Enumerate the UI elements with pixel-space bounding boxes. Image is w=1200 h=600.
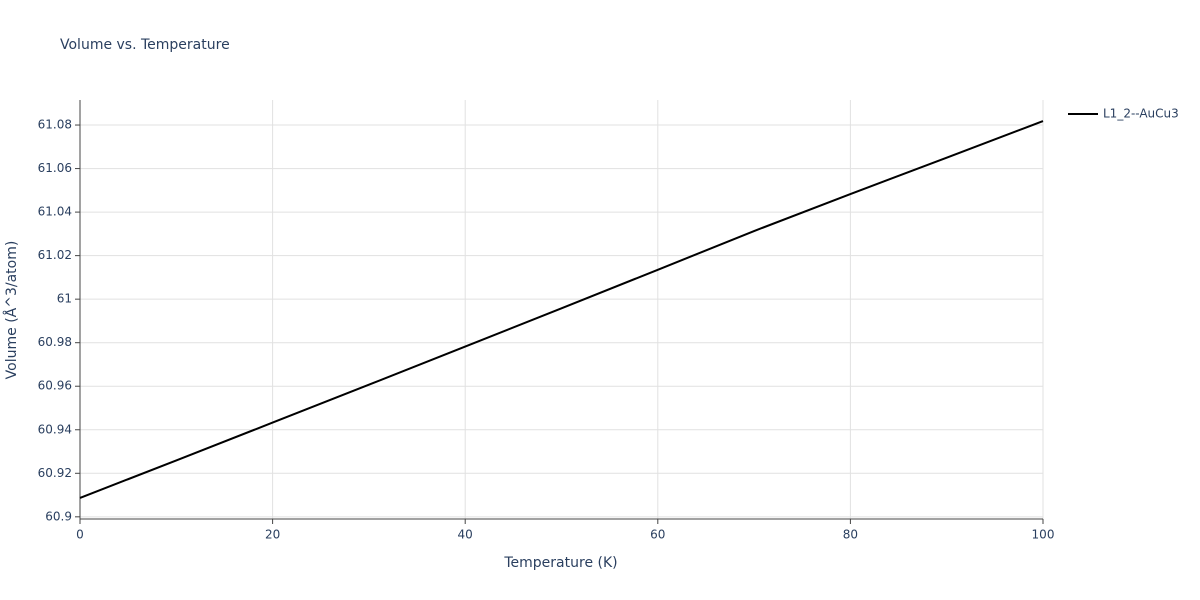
- y-tick-label: 60.92: [38, 466, 72, 480]
- x-tick-label: 40: [458, 528, 473, 542]
- y-tick-label: 61.06: [38, 161, 72, 175]
- x-tick-label: 80: [843, 528, 858, 542]
- legend-label: L1_2--AuCu3: [1103, 107, 1179, 121]
- y-tick-label: 60.98: [38, 335, 72, 349]
- x-tick-label: 0: [76, 528, 84, 542]
- x-tick-label: 20: [265, 528, 280, 542]
- y-tick-label: 61: [57, 292, 72, 306]
- y-tick-label: 60.96: [38, 379, 72, 393]
- x-tick-label: 100: [1032, 528, 1055, 542]
- x-axis-title: Temperature (K): [503, 555, 617, 571]
- data-line: [79, 120, 1044, 499]
- y-tick-label: 61.02: [38, 248, 72, 262]
- y-tick-label: 60.94: [38, 422, 72, 436]
- x-tick-label: 60: [650, 528, 665, 542]
- y-tick-label: 61.04: [38, 205, 72, 219]
- y-axis-title: Volume (Å^3/atom): [3, 241, 20, 380]
- chart-title: Volume vs. Temperature: [60, 37, 230, 53]
- y-tick-label: 60.9: [45, 509, 72, 523]
- y-tick-label: 61.08: [38, 118, 72, 132]
